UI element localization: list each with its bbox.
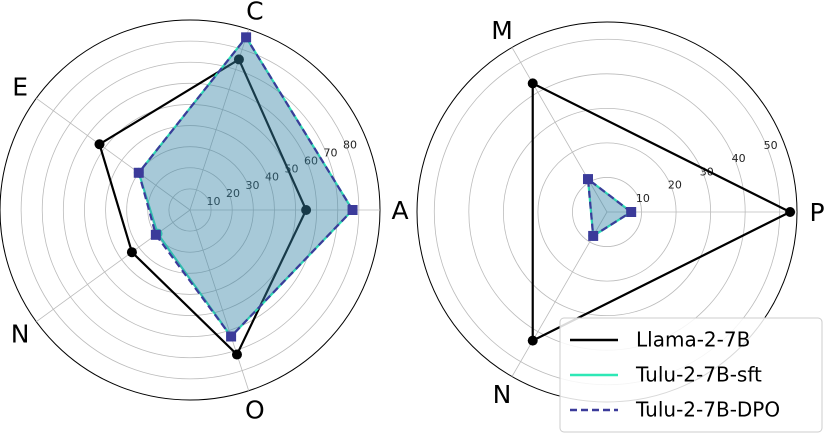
legend-frame	[559, 317, 823, 433]
category-label: C	[246, 0, 263, 25]
series-line	[137, 35, 354, 339]
marker	[626, 207, 637, 217]
marker	[241, 32, 252, 43]
marker	[94, 139, 105, 150]
r-tick-label: 40	[732, 152, 746, 165]
marker	[126, 247, 137, 258]
r-tick-label: 10	[636, 192, 650, 205]
category-label: E	[12, 73, 28, 102]
series-line	[531, 81, 793, 343]
series-area	[138, 37, 353, 337]
marker	[226, 331, 237, 342]
grid-spoke	[189, 209, 250, 391]
marker	[233, 54, 244, 65]
category-label: O	[245, 396, 265, 425]
category-label: N	[11, 319, 30, 348]
series-area	[588, 179, 632, 236]
marker	[583, 174, 593, 185]
marker	[588, 230, 599, 241]
r-tick-label: 20	[226, 187, 240, 200]
marker	[527, 335, 538, 346]
marker	[301, 205, 312, 215]
r-tick-label: 20	[668, 179, 682, 192]
r-tick-label: 40	[265, 171, 279, 184]
series-area	[138, 37, 353, 337]
legend-label: Tulu-2-7B-sft	[635, 363, 762, 387]
r-tick-label: 50	[764, 139, 778, 152]
category-label: P	[809, 198, 824, 227]
marker	[527, 78, 538, 89]
r-tick-label: 50	[285, 163, 299, 176]
r-tick-label: 80	[343, 138, 357, 151]
r-tick-label: 70	[324, 146, 338, 159]
grid-spoke	[511, 47, 608, 213]
category-label: N	[493, 380, 512, 409]
marker	[231, 349, 242, 360]
marker	[347, 205, 358, 215]
grid-spoke	[36, 97, 191, 211]
marker	[150, 229, 161, 240]
legend: Llama-2-7B Tulu-2-7B-sft Tulu-2-7B-DPO	[559, 317, 823, 433]
marker	[785, 207, 796, 217]
grid-spoke	[36, 209, 191, 323]
marker	[133, 167, 144, 178]
legend-label: Llama-2-7B	[636, 328, 750, 352]
r-tick-label: 30	[246, 179, 260, 192]
r-tick-label: 10	[207, 195, 221, 208]
series-line	[586, 176, 634, 238]
category-label: A	[391, 196, 408, 225]
series-area	[588, 179, 632, 236]
category-label: M	[491, 16, 513, 45]
series-line	[98, 57, 308, 357]
legend-label: Tulu-2-7B-DPO	[635, 398, 780, 422]
r-tick-label: 60	[304, 155, 318, 168]
